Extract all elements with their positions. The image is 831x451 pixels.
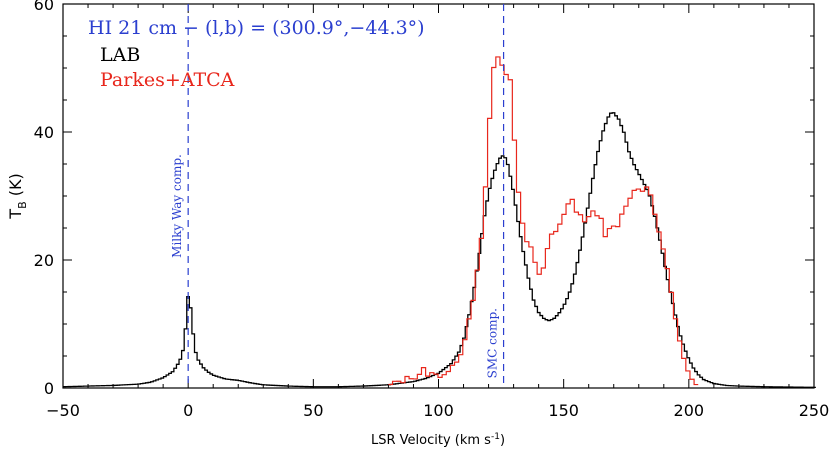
y-tick-label: 20 (34, 251, 54, 270)
x-tick-label: 100 (423, 401, 454, 420)
milky-way-component-label: Milky Way comp. (170, 154, 184, 258)
smc-component-label: SMC comp. (486, 308, 500, 378)
x-axis-title-sup: -1 (491, 432, 500, 442)
y-tick-label: 40 (34, 123, 54, 142)
legend-lab: LAB (100, 44, 140, 66)
lab-series-line (63, 112, 816, 389)
x-tick-label: 200 (674, 401, 705, 420)
x-tick-label: 150 (548, 401, 579, 420)
chart-title: HI 21 cm − (l,b) = (300.9°,−44.3°) (88, 17, 425, 39)
x-axis-title: LSR Velocity (km s-1) (371, 432, 505, 448)
legend-parkes-atca: Parkes+ATCA (100, 69, 235, 91)
x-tick-label: −50 (46, 401, 80, 420)
parkes-atca-series-line (388, 56, 699, 386)
axis-ticks: −50 0 50 100 150 200 250 0 20 40 60 (34, 0, 830, 420)
x-axis-title-end: ) (500, 433, 505, 448)
y-axis-title-sub: B (16, 201, 29, 209)
y-axis-title: TB (K) (6, 173, 29, 219)
y-axis-title-end: (K) (6, 173, 25, 201)
y-tick-label: 0 (44, 379, 54, 398)
y-axis-title-main: T (6, 209, 25, 220)
x-axis-title-main: LSR Velocity (km s (371, 433, 491, 448)
x-tick-label: 0 (183, 401, 193, 420)
x-tick-label: 250 (799, 401, 830, 420)
x-tick-label: 50 (303, 401, 323, 420)
y-tick-label: 60 (34, 0, 54, 14)
